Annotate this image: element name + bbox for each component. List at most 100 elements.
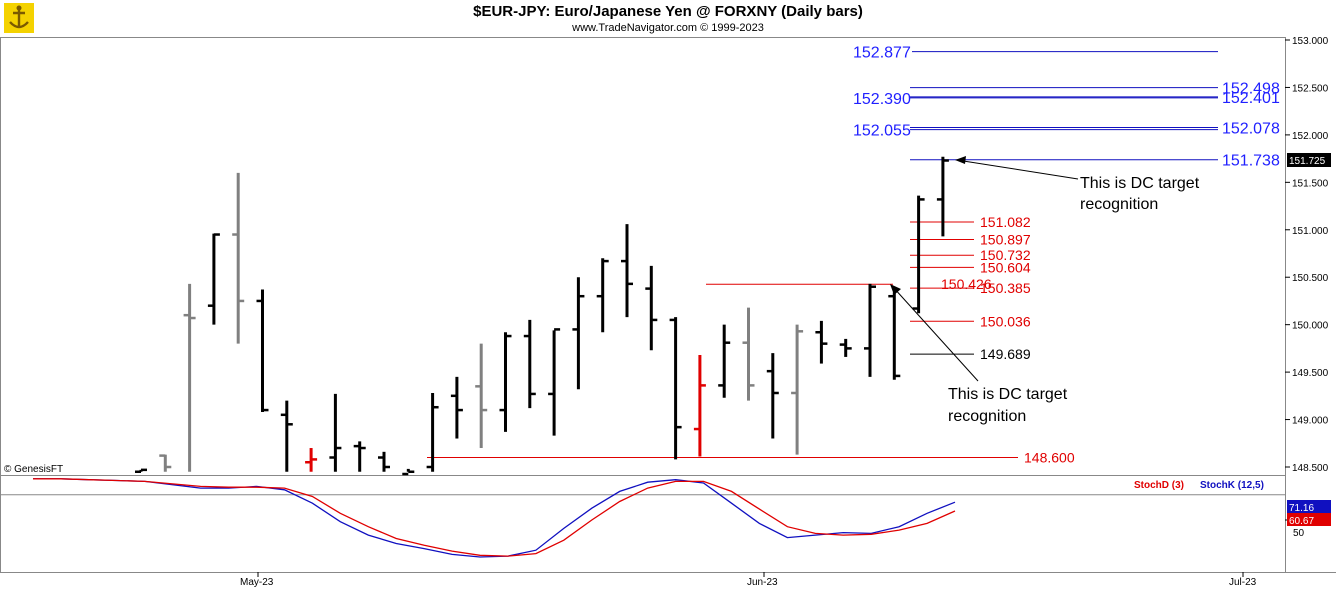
ohlc-bar — [183, 283, 196, 472]
chart-header: $EUR-JPY: Euro/Japanese Yen @ FORXNY (Da… — [0, 0, 1336, 37]
projection-level: 151.082 — [910, 214, 1031, 230]
stochastic-panel — [0, 478, 1290, 558]
projection-level-label: 152.390 — [853, 91, 911, 108]
projection-level: 152.390 — [853, 91, 1218, 108]
ohlc-bar — [475, 343, 488, 449]
projection-level-label: 148.600 — [1024, 450, 1075, 466]
chart-title: $EUR-JPY: Euro/Japanese Yen @ FORXNY (Da… — [473, 3, 863, 20]
projection-level-label: 152.055 — [853, 123, 911, 140]
ohlc-bar — [766, 353, 779, 439]
y-tick-label: 149.000 — [1292, 416, 1329, 427]
projection-level-label: 151.082 — [980, 214, 1031, 230]
anchor-logo-icon — [4, 3, 34, 33]
annotation-arrow-2 — [892, 286, 979, 382]
y-tick-label: 153.000 — [1292, 36, 1329, 47]
projection-level-label: 150.604 — [980, 259, 1031, 275]
y-tick-label: 151.500 — [1292, 178, 1329, 189]
ohlc-bar — [523, 319, 536, 409]
annotation-1-line-2: recognition — [1080, 196, 1158, 213]
y-tick-label: 152.000 — [1292, 131, 1329, 142]
y-tick-label: 149.500 — [1292, 368, 1329, 379]
y-tick-label: 152.500 — [1292, 83, 1329, 94]
projection-level-label: 149.689 — [980, 346, 1031, 362]
projection-level-label: 152.078 — [1222, 120, 1280, 137]
y-tick-label: 148.500 — [1292, 463, 1329, 474]
ohlc-bar — [888, 292, 901, 380]
projection-level: 152.877 — [853, 45, 1218, 62]
projection-level-label: 150.897 — [980, 232, 1031, 248]
price-bars — [135, 156, 949, 476]
projection-level-label: 152.498 — [1222, 81, 1280, 98]
projection-level: 148.600 — [427, 450, 1075, 466]
annotations: This is DC target recognition This is DC… — [890, 156, 1200, 425]
legend-stochK: StochK (12,5) — [1200, 480, 1264, 491]
ohlc-bar — [353, 441, 366, 472]
projection-level-label: 152.401 — [1222, 90, 1280, 107]
stochD-line — [33, 478, 956, 557]
annotation-2-line-1: This is DC target — [948, 386, 1068, 403]
projection-level: 150.426 — [706, 276, 992, 292]
ohlc-bar — [426, 392, 439, 472]
ohlc-bar — [621, 224, 633, 318]
y-tick-label: 150.500 — [1292, 273, 1329, 284]
x-label-may: May-23 — [240, 577, 274, 588]
projection-level: 150.604 — [910, 259, 1031, 275]
projection-level: 150.732 — [910, 247, 1031, 263]
ohlc-bar — [135, 468, 147, 473]
y-tick-label: 151.000 — [1292, 226, 1329, 237]
projection-level-label: 150.732 — [980, 247, 1031, 263]
projection-level: 152.055 — [853, 123, 1218, 140]
projection-level: 152.498 — [910, 81, 1280, 98]
last-price-label: 151.725 — [1289, 156, 1326, 167]
ohlc-bar — [548, 328, 561, 436]
annotation-arrowhead-1 — [955, 156, 966, 164]
stochK-value-badge — [1287, 500, 1331, 513]
ohlc-bar — [450, 376, 463, 439]
x-label-jun: Jun-23 — [747, 577, 778, 588]
ohlc-bar — [232, 172, 245, 344]
ohlc-bar — [645, 265, 658, 351]
ohlc-bar — [572, 277, 585, 390]
ohlc-bar — [815, 320, 828, 364]
ohlc-bar — [791, 324, 804, 455]
ohlc-bar — [305, 448, 318, 472]
stochD-value-badge — [1287, 513, 1331, 526]
stochK-value-label: 71.16 — [1289, 503, 1314, 514]
projection-level: 152.401 — [910, 90, 1280, 107]
projection-level-label: 151.738 — [1222, 153, 1280, 170]
legend-stochD: StochD (3) — [1134, 480, 1184, 491]
ohlc-bar — [742, 307, 755, 401]
annotation-2-line-2: recognition — [948, 408, 1026, 425]
projection-level: 150.385 — [910, 280, 1031, 296]
x-label-jul: Jul-23 — [1229, 577, 1257, 588]
price-y-axis: 153.000 152.500 152.000 151.500 151.000 150.5… — [1285, 36, 1329, 474]
ohlc-bar — [839, 338, 852, 357]
ohlc-bar — [329, 393, 342, 472]
ohlc-bar — [864, 283, 876, 377]
stochD-value-label: 60.67 — [1289, 516, 1314, 527]
projection-level-label: 152.877 — [853, 45, 911, 62]
ohlc-bar — [256, 289, 269, 412]
ohlc-bar — [693, 355, 706, 457]
date-axis: May-23 Jun-23 Jul-23 — [240, 572, 1257, 588]
projection-level-label: 150.036 — [980, 313, 1031, 329]
ohlc-bar — [280, 400, 293, 472]
ohlc-bar — [596, 258, 609, 333]
ohlc-bar — [378, 451, 390, 472]
stochK-line — [33, 478, 956, 558]
ohlc-bar — [912, 195, 925, 314]
stoch-y-tick-50: 50 — [1293, 528, 1305, 539]
ohlc-bar — [402, 468, 415, 476]
projection-level-label: 150.385 — [980, 280, 1031, 296]
ohlc-bar — [499, 332, 512, 432]
chart-subtitle: www.TradeNavigator.com © 1999-2023 — [572, 22, 764, 34]
annotation-1-line-1: This is DC target — [1080, 175, 1200, 192]
ohlc-bar — [718, 324, 731, 398]
annotation-arrowhead-2 — [890, 284, 901, 295]
ohlc-bar — [207, 233, 220, 325]
watermark: © GenesisFT — [4, 464, 63, 475]
ohlc-bar — [936, 156, 949, 237]
